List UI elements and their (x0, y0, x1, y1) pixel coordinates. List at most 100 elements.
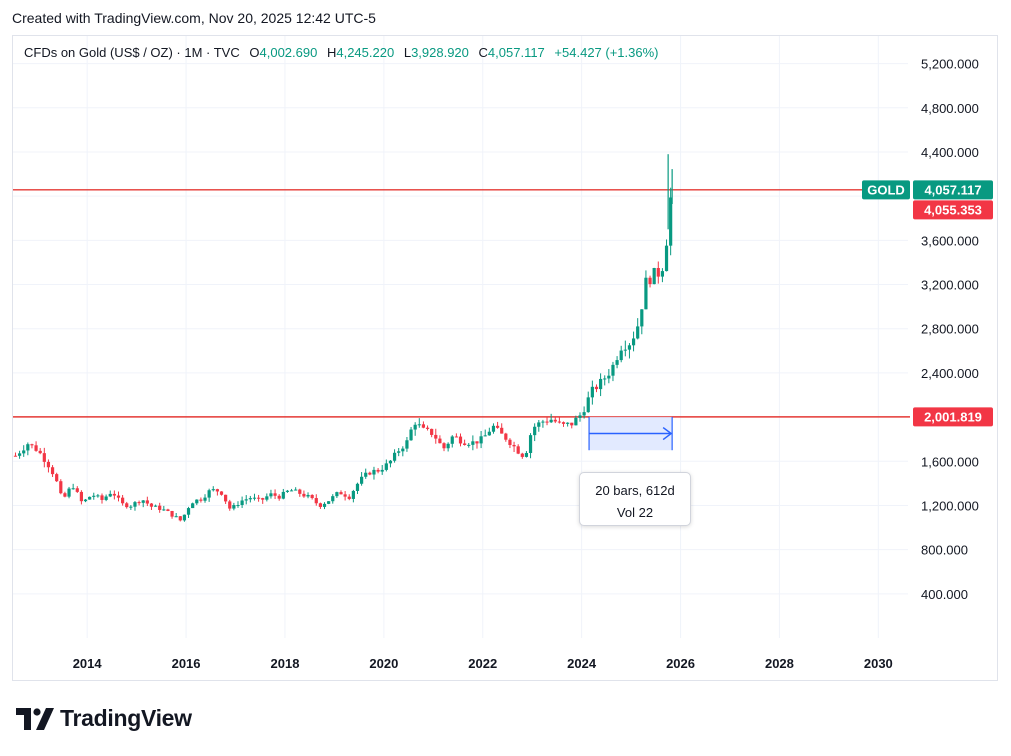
tradingview-wordmark: TradingView (60, 705, 192, 731)
candle-body (446, 443, 450, 449)
y-axis-tick-label: 3,600.000 (921, 233, 979, 248)
candle-body (322, 503, 327, 507)
candle-body (516, 446, 520, 454)
chart-frame[interactable] (12, 35, 998, 681)
candle-body (273, 493, 277, 496)
y-axis-tick-label: 5,200.000 (921, 57, 979, 72)
candle-body (570, 422, 574, 426)
candle-body (607, 375, 611, 379)
candle-body (376, 469, 380, 472)
candle-body (38, 450, 42, 454)
candle-body (425, 427, 430, 429)
x-axis-tick-label: 2018 (271, 656, 300, 671)
x-axis-tick-label: 2016 (172, 656, 201, 671)
candle-body (191, 503, 195, 509)
candle-body (228, 501, 232, 509)
candle-body (34, 445, 38, 451)
candle-body (417, 424, 421, 426)
x-axis-tick-label: 2022 (468, 656, 497, 671)
x-axis-tick-label: 2024 (567, 656, 597, 671)
y-axis-tick-label: 4,400.000 (921, 145, 979, 160)
candle-body (615, 360, 619, 365)
chart-legend: CFDs on Gold (US$ / OZ) · 1M · TVC O4,00… (24, 45, 659, 60)
candle-body (314, 498, 318, 504)
x-axis-tick-label: 2030 (864, 656, 893, 671)
candle-body (116, 495, 121, 498)
candle-body (574, 417, 578, 426)
candle-body (59, 481, 63, 494)
measure-arrow-head (662, 426, 673, 441)
candle-body (434, 434, 438, 439)
candle-body (450, 436, 454, 444)
candle-body (421, 424, 426, 428)
candle-body (112, 493, 116, 496)
candle-body (83, 499, 88, 502)
candle-body (586, 397, 590, 413)
candle-body (380, 469, 384, 472)
candle-body (137, 502, 141, 504)
candle-body (512, 444, 516, 447)
candle-body (166, 509, 170, 511)
candle-body (248, 498, 252, 500)
low-label: L (403, 45, 412, 60)
candle-body (121, 497, 125, 504)
candle-body (549, 419, 553, 423)
price-chart[interactable]: 400.000 800.000 1,200.000 1,600.000 2,400.00… (0, 0, 1011, 690)
candle-body (104, 496, 108, 500)
candle-body (508, 439, 512, 445)
candle-body (133, 502, 137, 507)
candle-body (306, 494, 310, 497)
candle-body (100, 495, 104, 500)
candle-body (71, 488, 75, 490)
candle-body (405, 440, 409, 449)
candle-body (92, 495, 96, 497)
y-axis-tick-label: 3,200.000 (921, 278, 979, 293)
y-axis-tick-label: 2,800.000 (921, 322, 979, 337)
candle-body (520, 453, 524, 457)
candle-body (627, 345, 632, 350)
candle-body (384, 463, 388, 470)
candle-body (553, 419, 557, 422)
candle-body (17, 453, 22, 456)
candle-body (318, 503, 322, 507)
candle-body (252, 497, 257, 499)
candle-body (504, 433, 508, 440)
tradingview-brand[interactable]: TradingView (16, 705, 192, 732)
candle-body (158, 505, 162, 510)
candle-body (219, 491, 224, 495)
high-value: 4,245.220 (336, 45, 395, 60)
candle-body (599, 378, 603, 390)
candle-body (392, 452, 397, 461)
candle-body (430, 428, 434, 435)
candle-body (22, 450, 26, 454)
price-badge (913, 407, 993, 427)
candle-body (236, 505, 240, 507)
candle-body (174, 516, 178, 518)
candle-body (335, 492, 339, 497)
candle-body (475, 441, 479, 444)
candle-body (170, 510, 174, 517)
candle-body (537, 422, 541, 427)
candle-body (265, 496, 269, 500)
candle-body (640, 309, 644, 327)
candle-body (67, 488, 71, 497)
candle-body (240, 500, 244, 506)
candle-body (145, 500, 149, 504)
candle-body (162, 509, 166, 511)
candle-body (327, 501, 331, 504)
candle-body (129, 506, 133, 508)
candle-body (458, 436, 463, 444)
candle-body (660, 271, 665, 277)
measure-bars-days: 20 bars, 612d (595, 483, 675, 498)
candle-body (108, 493, 112, 497)
candle-body (590, 386, 594, 398)
candle-body (454, 436, 458, 438)
candle-body (141, 500, 145, 503)
candle-body (368, 472, 372, 475)
candle-body (281, 491, 285, 499)
x-axis-tick-label: 2026 (666, 656, 695, 671)
symbol-badge-label: GOLD (867, 182, 905, 197)
y-axis-tick-label: 1,600.000 (921, 454, 979, 469)
candle-body (397, 451, 401, 453)
price-badge-value: 4,055.353 (924, 202, 982, 217)
